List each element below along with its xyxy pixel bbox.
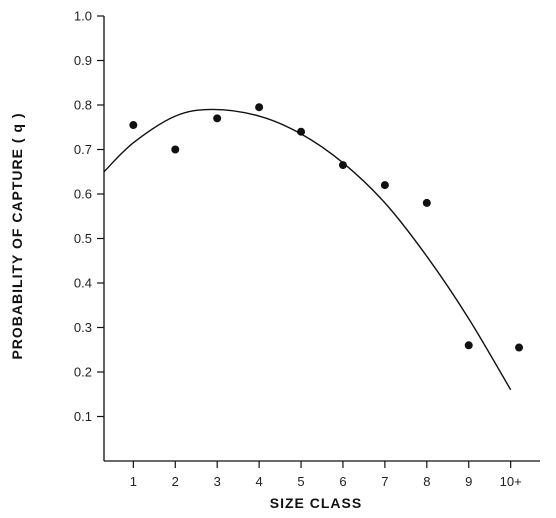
fitted-curve <box>103 108 512 391</box>
y-tick-label: 0.9 <box>74 53 92 68</box>
y-tick-label: 0.1 <box>74 409 92 424</box>
data-point <box>213 114 222 123</box>
y-tick-label: 0.4 <box>74 276 92 291</box>
axes <box>103 16 540 462</box>
data-point <box>464 341 473 350</box>
y-tick-label: 0.7 <box>74 142 92 157</box>
y-tick-label: 1.0 <box>74 9 92 24</box>
x-tick-label: 10+ <box>500 474 522 489</box>
data-point <box>338 161 347 170</box>
x-tick-label: 9 <box>465 474 472 489</box>
x-tick-label: 4 <box>255 474 262 489</box>
y-tick-label: 0.3 <box>74 320 92 335</box>
x-tick-label: 7 <box>381 474 388 489</box>
x-tick-label: 6 <box>339 474 346 489</box>
x-tick-label: 5 <box>297 474 304 489</box>
y-tick-label: 0.8 <box>74 98 92 113</box>
data-point <box>255 103 264 112</box>
ticks: 0.1 0.2 0.3 0.4 0.5 0.6 0.7 0.8 0.9 1.0 1 2 3 4 5 6 7 8 9 1… <box>74 9 522 490</box>
x-tick-label: 1 <box>130 474 137 489</box>
data-point <box>380 181 389 190</box>
x-tick-label: 8 <box>423 474 430 489</box>
data-point <box>171 145 180 154</box>
y-tick-label: 0.2 <box>74 365 92 380</box>
y-tick-label: 0.6 <box>74 187 92 202</box>
marks <box>103 103 524 391</box>
data-point <box>129 121 138 130</box>
y-axis-title: PROBABILITY OF CAPTURE ( q ) <box>9 112 25 359</box>
x-axis-title: SIZE CLASS <box>270 495 362 511</box>
y-tick-label: 0.5 <box>74 231 92 246</box>
x-tick-label: 2 <box>172 474 179 489</box>
x-tick-label: 3 <box>214 474 221 489</box>
data-point <box>297 127 306 136</box>
data-point <box>422 198 431 207</box>
data-point <box>515 343 524 352</box>
